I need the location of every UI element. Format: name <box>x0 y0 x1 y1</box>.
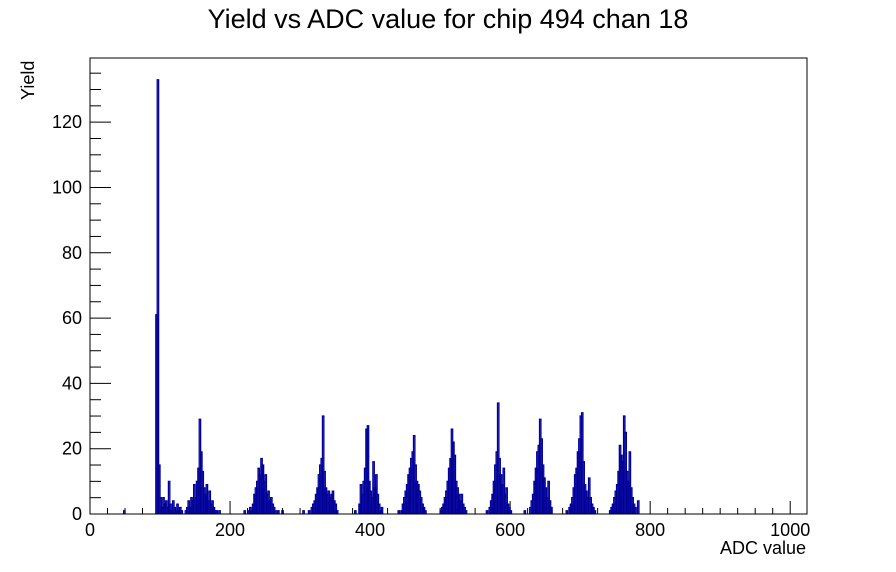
histogram-bin <box>180 510 184 514</box>
x-axis-label: ADC value <box>719 538 806 558</box>
histogram-bin <box>176 503 179 514</box>
y-tick-label: 60 <box>62 308 82 328</box>
histogram-bin <box>208 490 212 514</box>
histogram-bin <box>321 415 325 514</box>
histogram-bin <box>307 510 311 514</box>
histogram-bin <box>380 506 384 514</box>
histogram-bin <box>215 510 219 514</box>
histogram-bin <box>550 506 553 514</box>
histogram-bin <box>485 510 489 514</box>
histogram-bin <box>628 451 632 514</box>
y-tick-label: 80 <box>62 243 82 263</box>
histogram-bin <box>169 503 172 514</box>
y-tick-label: 40 <box>62 373 82 393</box>
histogram-bin <box>377 503 381 514</box>
histogram-bin <box>565 510 569 514</box>
x-tick-label: 200 <box>215 520 245 540</box>
histogram-bin <box>156 79 160 514</box>
y-tick-label: 120 <box>52 112 82 132</box>
histogram-bin <box>587 477 591 514</box>
x-tick-labels: 0 200 400 600 800 1000 <box>85 520 810 540</box>
histogram-bin <box>523 510 527 514</box>
histogram-bin <box>593 510 597 514</box>
x-tick-label: 1000 <box>770 520 810 540</box>
histogram-bin <box>159 497 163 514</box>
histogram-bin <box>334 503 338 514</box>
y-tick-label: 100 <box>52 177 82 197</box>
y-tick-label: 0 <box>72 504 82 524</box>
histogram-bin <box>335 510 339 514</box>
y-tick-label: 20 <box>62 439 82 459</box>
histogram-bin <box>502 467 506 514</box>
histogram-bin <box>464 510 468 514</box>
histogram-bin <box>366 425 370 514</box>
x-tick-label: 0 <box>85 520 95 540</box>
histogram-bin <box>274 510 277 514</box>
histogram-bin <box>157 464 161 514</box>
histogram-bin <box>281 510 284 514</box>
x-tick-label: 600 <box>495 520 525 540</box>
histogram-bin <box>277 510 280 514</box>
plot-frame <box>89 57 808 515</box>
histogram-bin <box>302 510 305 514</box>
x-tick-label: 800 <box>635 520 665 540</box>
x-tick-label: 400 <box>355 520 385 540</box>
histogram-bin <box>167 480 171 514</box>
histogram-bin <box>397 510 401 514</box>
histogram-bin <box>205 483 209 514</box>
histogram-bin <box>243 510 247 514</box>
histogram-bin <box>547 480 550 514</box>
histogram-bars <box>122 79 640 514</box>
histogram-bin <box>634 506 637 514</box>
histogram-bin <box>122 510 126 514</box>
axis-ticks <box>89 72 791 515</box>
y-tick-labels: 0 20 40 60 80 100 120 <box>52 112 82 524</box>
histogram-bin <box>505 487 508 514</box>
histogram-bin <box>424 510 427 514</box>
histogram-bin <box>354 510 357 514</box>
histogram-bin <box>218 510 221 514</box>
histogram-bin <box>636 500 640 514</box>
histogram-bin <box>509 510 513 514</box>
chart-title: Yield vs ADC value for chip 494 chan 18 <box>207 4 689 34</box>
